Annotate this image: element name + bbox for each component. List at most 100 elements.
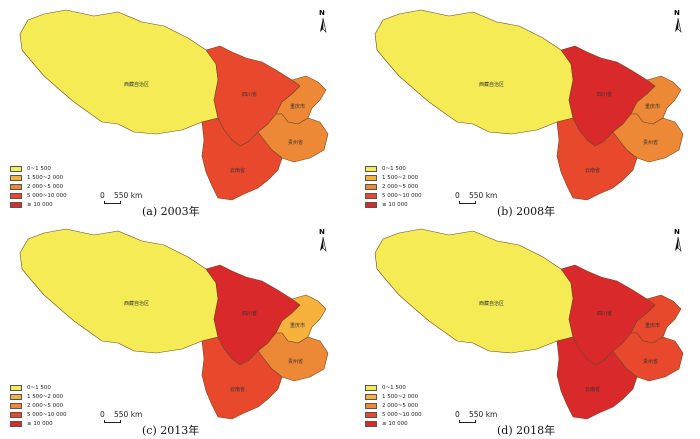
legend-swatch [365, 402, 377, 409]
legend-item: 1 500~2 000 [10, 173, 67, 182]
label-sichuan: 四川省 [242, 310, 257, 317]
region-yunnan [556, 117, 638, 201]
legend-item: 2 000~5 000 [10, 182, 67, 191]
map-panel: 西藏自治区 四川省 重庆市 贵州省 云南省 N 0~1 500 1 500~2 0… [6, 4, 346, 218]
label-tibet: 西藏自治区 [479, 300, 504, 307]
legend-item: 1 500~2 000 [365, 173, 422, 182]
legend-item: 5 000~10 000 [365, 192, 422, 201]
label-chongqing: 重庆市 [645, 103, 660, 110]
legend-item: 0~1 500 [10, 164, 67, 173]
legend-label: 2 000~5 000 [382, 402, 419, 409]
label-tibet: 西藏自治区 [124, 300, 149, 307]
legend-swatch [365, 183, 377, 190]
region-tibet [19, 9, 219, 135]
legend-label: ≥ 10 000 [382, 202, 408, 209]
legend-swatch [10, 412, 22, 419]
label-yunnan: 云南省 [585, 167, 600, 174]
legend-label: 1 500~2 000 [27, 393, 64, 400]
legend-swatch [10, 202, 22, 209]
legend: 0~1 500 1 500~2 000 2 000~5 000 5 000~10 00… [10, 164, 67, 210]
north-label: N [674, 228, 680, 236]
legend-swatch [365, 384, 377, 391]
legend-item: 2 000~5 000 [10, 401, 67, 410]
legend-item: 0~1 500 [365, 383, 422, 392]
legend-swatch [365, 393, 377, 400]
legend-swatch [10, 183, 22, 190]
legend-swatch [10, 165, 22, 172]
region-tibet [374, 9, 574, 135]
scale-distance: 550 km [469, 191, 498, 200]
legend-label: 5 000~10 000 [27, 412, 67, 419]
legend-swatch [365, 165, 377, 172]
legend-swatch [365, 412, 377, 419]
north-arrow-icon: N [671, 9, 685, 36]
legend-item: 2 000~5 000 [365, 182, 422, 191]
legend-swatch [10, 393, 22, 400]
legend-swatch [365, 421, 377, 428]
scale-distance: 550 km [469, 410, 498, 419]
legend-label: 2 000~5 000 [27, 183, 64, 190]
legend-swatch [365, 202, 377, 209]
label-tibet: 西藏自治区 [124, 81, 149, 88]
label-sichuan: 四川省 [242, 91, 257, 98]
label-guizhou: 贵州省 [288, 139, 303, 146]
legend-label: ≥ 10 000 [27, 202, 53, 209]
legend-swatch [10, 193, 22, 200]
north-label: N [319, 9, 325, 17]
label-yunnan: 云南省 [230, 386, 245, 393]
legend: 0~1 500 1 500~2 000 2 000~5 000 5 000~10 00… [365, 383, 422, 429]
legend-item: 5 000~10 000 [10, 411, 67, 420]
label-chongqing: 重庆市 [290, 322, 305, 329]
region-map: 西藏自治区 四川省 重庆市 贵州省 云南省 [19, 228, 329, 420]
legend-label: 1 500~2 000 [27, 174, 64, 181]
legend-item: ≥ 10 000 [10, 420, 67, 429]
panel-caption: (d) 2018年 [497, 424, 556, 437]
label-yunnan: 云南省 [230, 167, 245, 174]
label-chongqing: 重庆市 [645, 322, 660, 329]
map-panel: 西藏自治区 四川省 重庆市 贵州省 云南省 N 0~1 500 1 500~2 0… [6, 223, 346, 437]
legend-swatch [365, 174, 377, 181]
legend-label: 1 500~2 000 [382, 393, 419, 400]
region-tibet [19, 228, 219, 354]
legend-item: 0~1 500 [10, 383, 67, 392]
legend-label: 0~1 500 [382, 165, 406, 172]
label-guizhou: 贵州省 [288, 358, 303, 365]
legend: 0~1 500 1 500~2 000 2 000~5 000 5 000~10 00… [10, 383, 67, 429]
label-guizhou: 贵州省 [643, 358, 658, 365]
scale-zero: 0 [100, 410, 105, 419]
region-yunnan [201, 336, 283, 420]
label-guizhou: 贵州省 [643, 139, 658, 146]
scale-distance: 550 km [114, 191, 143, 200]
region-tibet [374, 228, 574, 354]
panel-caption: (a) 2003年 [142, 205, 200, 218]
legend-item: 1 500~2 000 [10, 392, 67, 401]
legend-item: 1 500~2 000 [365, 392, 422, 401]
north-arrow-icon: N [316, 9, 330, 36]
legend-label: 5 000~10 000 [27, 193, 67, 200]
legend-swatch [10, 402, 22, 409]
legend-swatch [10, 384, 22, 391]
region-yunnan [556, 336, 638, 420]
label-yunnan: 云南省 [585, 386, 600, 393]
scale-zero: 0 [455, 191, 460, 200]
legend-item: ≥ 10 000 [365, 201, 422, 210]
panel-caption: (b) 2008年 [497, 205, 556, 218]
label-chongqing: 重庆市 [290, 103, 305, 110]
region-yunnan [201, 117, 283, 201]
legend-item: 2 000~5 000 [365, 401, 422, 410]
legend-item: 5 000~10 000 [365, 411, 422, 420]
legend-item: 5 000~10 000 [10, 192, 67, 201]
legend-label: 2 000~5 000 [382, 183, 419, 190]
legend-label: 0~1 500 [27, 384, 51, 391]
north-label: N [674, 9, 680, 17]
legend-item: ≥ 10 000 [365, 420, 422, 429]
label-sichuan: 四川省 [597, 91, 612, 98]
legend-label: 0~1 500 [27, 165, 51, 172]
legend-swatch [10, 421, 22, 428]
legend-label: 0~1 500 [382, 384, 406, 391]
legend-label: ≥ 10 000 [382, 421, 408, 428]
legend-label: 5 000~10 000 [382, 193, 422, 200]
legend-label: 5 000~10 000 [382, 412, 422, 419]
legend: 0~1 500 1 500~2 000 2 000~5 000 5 000~10 00… [365, 164, 422, 210]
map-panel: 西藏自治区 四川省 重庆市 贵州省 云南省 N 0~1 500 1 500~2 0… [361, 4, 700, 218]
